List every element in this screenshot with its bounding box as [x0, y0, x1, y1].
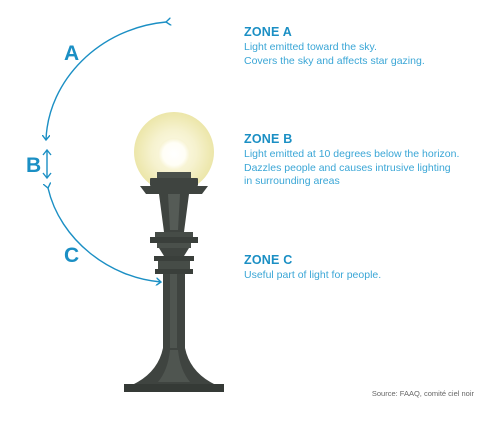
zone-c-title: ZONE C	[244, 253, 293, 267]
zone-b-arrow	[42, 148, 52, 180]
zone-a-arc	[46, 22, 166, 140]
zone-c-line-1: Useful part of light for people.	[244, 269, 382, 281]
zone-b-line-1: Light emitted at 10 degrees below the ho…	[244, 148, 460, 160]
zone-a-letter: A	[64, 42, 80, 65]
zone-a-title: ZONE A	[244, 25, 292, 39]
street-lamp	[124, 112, 224, 392]
zone-c-arc	[48, 188, 161, 282]
zone-c-description: ZONE C Useful part of light for people.	[244, 253, 494, 283]
source-credit: Source: FAAQ, comité ciel noir	[371, 389, 474, 398]
zone-c-letter: C	[64, 244, 80, 267]
zone-a-line-2: Covers the sky and affects star gazing.	[244, 54, 425, 67]
zone-a-line-1: Light emitted toward the sky.	[244, 41, 377, 53]
zone-a-description: ZONE A Light emitted toward the sky. Cov…	[244, 25, 494, 68]
zone-b-line-3: in surrounding areas	[244, 175, 340, 187]
zone-b-title: ZONE B	[244, 132, 293, 146]
lamp-bulb	[158, 138, 190, 170]
zone-b-line-2: Dazzles people and causes intrusive ligh…	[244, 161, 451, 174]
zone-b-description: ZONE B Light emitted at 10 degrees below…	[244, 132, 494, 189]
zone-b-letter: B	[26, 154, 42, 177]
